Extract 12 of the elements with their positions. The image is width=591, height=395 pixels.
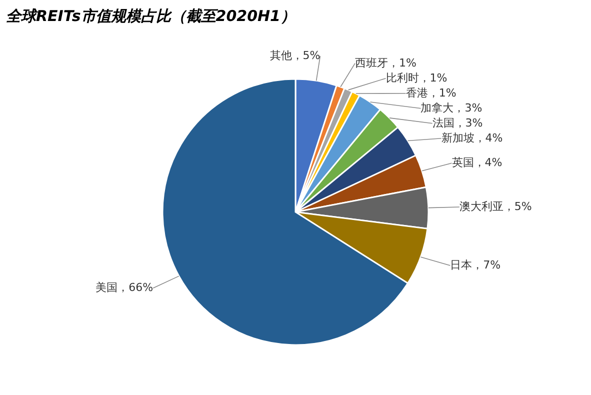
slice-label: 新加坡，4%	[441, 131, 503, 144]
slice-label: 美国，66%	[96, 281, 154, 294]
slice-label: 其他，5%	[270, 48, 320, 62]
slice-label: 加拿大，3%	[420, 101, 482, 114]
slice-label: 法国，3%	[432, 116, 483, 130]
slice-label: 英国，4%	[452, 156, 502, 170]
slice-label: 澳大利亚，5%	[459, 200, 532, 214]
slice-label: 西班牙，1%	[355, 56, 416, 70]
slice-label: 日本，7%	[450, 258, 501, 272]
chart-title: 全球REITs市值规模占比（截至2020H1）	[6, 7, 296, 25]
slice-label: 香港，1%	[406, 86, 456, 100]
slice-label: 比利时，1%	[386, 71, 448, 84]
